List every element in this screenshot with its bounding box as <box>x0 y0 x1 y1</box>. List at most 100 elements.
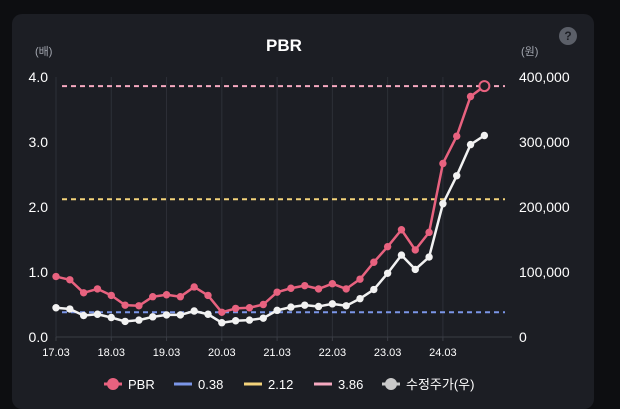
data-point <box>121 301 129 309</box>
data-point <box>121 317 129 326</box>
right-axis-ticks: 400,000 300,000 200,000 100,000 0 <box>519 69 570 345</box>
data-point <box>301 281 309 290</box>
left-axis-tick-label: 3.0 <box>29 134 49 150</box>
data-point <box>162 311 171 319</box>
series-group <box>52 80 491 327</box>
data-point <box>425 228 433 237</box>
data-point <box>231 317 240 325</box>
x-axis-tick-label: 19.03 <box>153 347 181 359</box>
data-point <box>52 304 60 312</box>
data-point <box>287 284 295 292</box>
x-axis-tick-label: 22.03 <box>319 347 347 359</box>
data-point <box>370 258 378 266</box>
data-point <box>301 301 309 309</box>
data-point <box>397 226 406 234</box>
data-point <box>259 300 267 309</box>
left-axis-unit: (배) <box>35 45 52 58</box>
data-point <box>478 80 491 93</box>
data-point <box>218 319 226 327</box>
data-point <box>162 291 171 299</box>
left-axis-tick-label: 2.0 <box>29 199 49 215</box>
data-point <box>93 310 102 318</box>
data-point <box>273 306 281 315</box>
data-point <box>190 307 198 315</box>
data-point <box>190 283 198 291</box>
x-axis-tick-label: 21.03 <box>263 347 291 359</box>
data-point <box>245 316 254 324</box>
data-point <box>314 302 323 311</box>
data-point <box>93 285 102 293</box>
x-axis-tick-label: 24.03 <box>429 347 457 359</box>
right-axis-tick-label: 200,000 <box>519 199 570 215</box>
x-axis-tick-label: 23.03 <box>374 347 402 359</box>
data-point <box>466 92 475 101</box>
right-axis-tick-label: 400,000 <box>519 69 570 85</box>
data-point <box>453 132 461 140</box>
data-point <box>107 313 115 322</box>
data-point <box>176 311 185 319</box>
legend-label: 3.86 <box>338 377 363 392</box>
chart-card <box>12 14 594 409</box>
legend-label: 0.38 <box>198 377 223 392</box>
data-point <box>231 304 240 313</box>
right-axis-tick-label: 100,000 <box>519 264 570 280</box>
reference-lines <box>62 85 505 314</box>
data-point <box>66 276 74 284</box>
data-point <box>453 172 461 180</box>
data-point <box>176 293 185 301</box>
data-point <box>149 293 157 301</box>
right-axis-tick-label: 300,000 <box>519 134 570 150</box>
data-point <box>370 285 378 294</box>
legend-label: PBR <box>128 377 155 392</box>
data-point <box>425 253 433 261</box>
left-axis-tick-label: 1.0 <box>29 264 49 280</box>
data-point <box>411 246 419 254</box>
data-point <box>135 302 143 310</box>
data-point <box>79 289 88 297</box>
legend-label: 2.12 <box>268 377 293 392</box>
help-icon[interactable]: ? <box>559 27 577 45</box>
data-point <box>342 285 350 293</box>
x-axis-ticks: 17.03 18.03 19.03 20.03 21.03 22.03 23.03 24.03 <box>42 337 457 359</box>
data-point <box>204 291 212 300</box>
data-point <box>273 288 281 296</box>
data-point <box>356 275 364 283</box>
data-point <box>356 294 364 303</box>
data-point <box>259 314 267 322</box>
data-point <box>218 308 226 316</box>
data-point <box>397 251 406 259</box>
legend: PBR 0.38 2.12 3.86 수정주가(우) <box>104 377 474 392</box>
data-point <box>245 304 254 312</box>
data-point <box>149 313 157 321</box>
data-point <box>439 159 447 168</box>
data-point <box>328 280 337 288</box>
data-point <box>314 285 323 293</box>
right-axis-tick-label: 0 <box>519 329 527 345</box>
series-line-price <box>55 134 486 324</box>
data-point <box>66 305 74 313</box>
legend-label: 수정주가(우) <box>406 377 474 392</box>
left-axis-ticks: 4.0 3.0 2.0 1.0 0.0 <box>29 69 49 345</box>
x-axis-tick-label: 18.03 <box>98 347 126 359</box>
x-axis-tick-label: 17.03 <box>42 347 70 359</box>
chart-title: PBR <box>266 36 302 55</box>
left-axis-tick-label: 0.0 <box>29 329 49 345</box>
data-point <box>135 316 143 324</box>
legend-swatch-marker <box>385 378 397 390</box>
data-point <box>466 140 475 149</box>
data-point <box>79 311 88 320</box>
data-point <box>439 200 447 208</box>
data-point <box>480 131 489 140</box>
data-point <box>287 303 295 311</box>
data-point <box>107 291 115 300</box>
data-point <box>383 269 392 277</box>
data-point <box>342 302 350 310</box>
data-point <box>383 242 392 251</box>
data-point <box>204 310 212 318</box>
data-point <box>328 300 337 308</box>
x-axis-tick-label: 20.03 <box>208 347 236 359</box>
legend-swatch-marker <box>107 378 119 390</box>
right-axis-unit: (원) <box>521 45 538 58</box>
data-point <box>52 272 60 281</box>
